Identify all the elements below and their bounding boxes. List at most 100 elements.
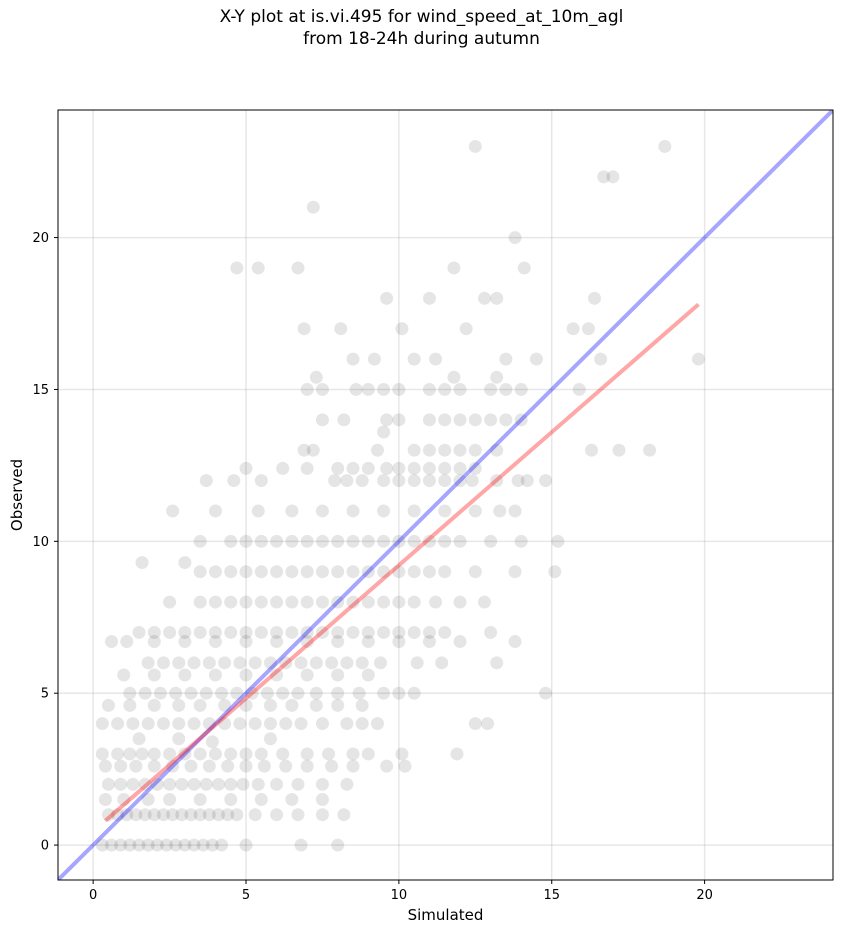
data-point (239, 747, 253, 761)
data-point (193, 698, 207, 712)
data-point (422, 474, 436, 488)
data-point (270, 595, 284, 609)
data-point (297, 322, 311, 336)
data-point (141, 656, 155, 670)
data-point (300, 759, 314, 773)
data-point (257, 759, 271, 773)
data-point (147, 668, 161, 682)
data-point (422, 565, 436, 579)
data-point (361, 534, 375, 548)
data-point (120, 808, 134, 822)
data-point (147, 808, 161, 822)
data-point (147, 698, 161, 712)
data-point (331, 534, 345, 548)
data-point (438, 625, 452, 639)
data-point (422, 635, 436, 649)
data-point (459, 322, 473, 336)
data-point (377, 474, 391, 488)
data-point (392, 625, 406, 639)
data-point (208, 668, 222, 682)
data-point (95, 838, 109, 852)
data-point (270, 777, 284, 791)
data-point (572, 382, 586, 396)
y-axis-label: Observed (8, 459, 26, 531)
data-point (147, 635, 161, 649)
data-point (315, 413, 329, 427)
data-point (126, 777, 140, 791)
data-point (212, 777, 226, 791)
data-point (377, 595, 391, 609)
data-point (340, 656, 354, 670)
data-point (361, 747, 375, 761)
data-point (520, 474, 534, 488)
data-point (233, 656, 247, 670)
data-point (95, 717, 109, 731)
data-point (346, 625, 360, 639)
data-point (205, 838, 219, 852)
data-point (254, 474, 268, 488)
data-point (484, 625, 498, 639)
data-point (352, 686, 366, 700)
data-point (367, 352, 381, 366)
data-point (349, 382, 363, 396)
data-point (193, 534, 207, 548)
chart-title-line-1: X-Y plot at is.vi.495 for wind_speed_at_… (219, 7, 624, 27)
data-point (337, 808, 351, 822)
data-point (199, 474, 213, 488)
data-point (612, 443, 626, 457)
identity-line (58, 110, 833, 880)
data-point (178, 635, 192, 649)
data-point (477, 595, 491, 609)
data-point (468, 443, 482, 457)
data-point (163, 747, 177, 761)
data-point (315, 808, 329, 822)
data-point (251, 261, 265, 275)
data-point (315, 625, 329, 639)
data-point (315, 534, 329, 548)
data-point (248, 717, 262, 731)
data-point (453, 382, 467, 396)
data-point (178, 668, 192, 682)
data-point (370, 443, 384, 457)
data-point (224, 595, 238, 609)
data-point (221, 808, 235, 822)
data-point (263, 656, 277, 670)
data-point (270, 534, 284, 548)
data-point (331, 595, 345, 609)
data-point (218, 698, 232, 712)
data-point (193, 747, 207, 761)
data-point (300, 565, 314, 579)
data-point (355, 474, 369, 488)
data-point (156, 656, 170, 670)
data-point (346, 565, 360, 579)
data-point (340, 777, 354, 791)
data-point (172, 698, 186, 712)
data-point (355, 698, 369, 712)
data-point (245, 686, 259, 700)
data-point (490, 291, 504, 305)
data-point (346, 747, 360, 761)
data-point (178, 838, 192, 852)
data-point (438, 443, 452, 457)
data-point (380, 291, 394, 305)
data-point (178, 625, 192, 639)
data-point (346, 504, 360, 518)
x-tick-label: 10 (391, 888, 408, 903)
data-point (208, 565, 222, 579)
data-point (584, 443, 598, 457)
data-point (392, 635, 406, 649)
data-point (468, 413, 482, 427)
data-point (138, 777, 152, 791)
data-point (398, 759, 412, 773)
data-point (169, 838, 183, 852)
data-point (331, 635, 345, 649)
data-point (291, 686, 305, 700)
data-point (135, 556, 149, 570)
data-point (120, 635, 134, 649)
data-point (169, 686, 183, 700)
data-point (184, 686, 198, 700)
data-point (315, 793, 329, 807)
data-point (114, 777, 128, 791)
data-point (123, 838, 137, 852)
x-tick-label: 0 (89, 888, 97, 903)
